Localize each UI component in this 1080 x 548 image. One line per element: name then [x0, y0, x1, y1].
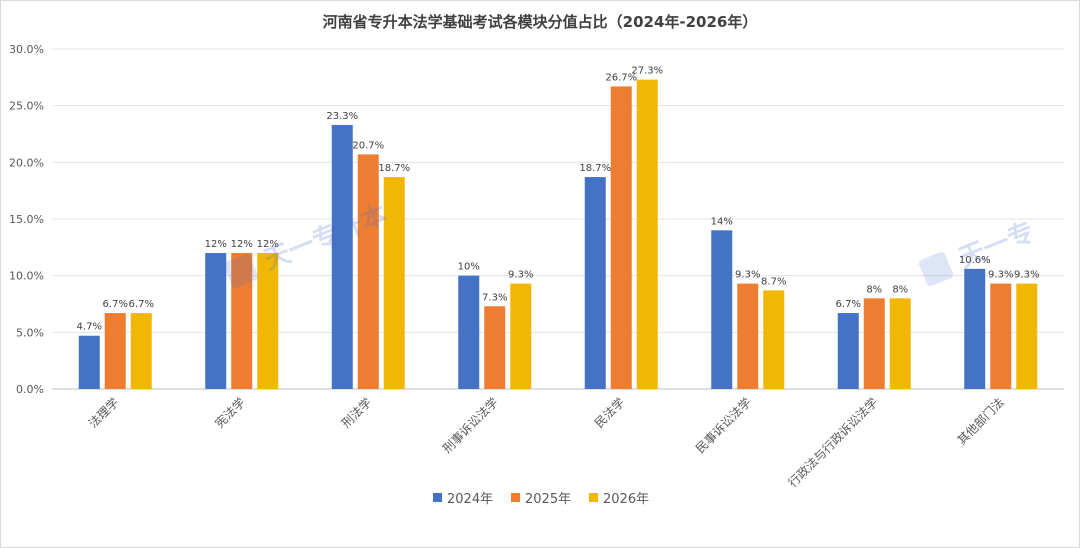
chart-title: 河南省专升本法学基础考试各模块分值占比（2024年-2026年） — [322, 13, 758, 31]
data-label: 23.3% — [326, 111, 358, 122]
data-label: 12% — [205, 239, 227, 250]
bar — [231, 253, 253, 389]
bar — [990, 283, 1012, 389]
watermark-text-right: 天一专 — [955, 217, 1039, 274]
legend: 2024年 2025年 2026年 — [433, 492, 649, 507]
bar — [636, 79, 658, 389]
gridlines — [52, 48, 1064, 390]
bars — [78, 79, 1038, 390]
category-label: 法理学 — [85, 395, 121, 431]
data-labels: 4.7%6.7% 6.7%12% 12% 12%23.3%20.7%18.7%10%7… — [77, 66, 1040, 333]
y-axis-ticks: 0.0% 5.0% 10.0% 15.0% 20.0% 25.0% 30.0% — [9, 43, 44, 396]
category-label: 民法学 — [591, 395, 627, 431]
y-tick-label: 25.0% — [9, 100, 44, 113]
bar — [458, 275, 480, 389]
x-axis-categories: 法理学 宪法学 刑法学 刑事诉讼法学 民法学 民事诉讼法学 行政法与行政诉讼法学 其他部门法 — [85, 395, 1007, 490]
category-label: 刑法学 — [338, 395, 374, 431]
data-label: 9.3% — [988, 270, 1013, 281]
data-label: 20.7% — [352, 140, 384, 151]
bar — [863, 298, 885, 389]
bar — [1016, 283, 1038, 389]
data-label: 6.7% — [129, 299, 154, 310]
bar — [584, 177, 606, 389]
bar — [383, 177, 405, 389]
data-label: 18.7% — [579, 163, 611, 174]
bar — [104, 313, 126, 389]
bar — [331, 124, 353, 389]
bar — [737, 283, 759, 389]
legend-swatch — [433, 493, 442, 502]
bar — [130, 313, 152, 389]
data-label: 6.7% — [836, 299, 861, 310]
data-label: 18.7% — [378, 163, 410, 174]
data-label: 14% — [711, 216, 733, 227]
bar — [964, 268, 986, 389]
bar — [205, 253, 227, 389]
data-label: 8% — [866, 284, 882, 295]
bar — [763, 290, 785, 389]
bar — [484, 306, 506, 389]
data-label: 6.7% — [103, 299, 128, 310]
y-tick-label: 10.0% — [9, 270, 44, 283]
bar — [837, 313, 859, 389]
bar — [610, 86, 632, 390]
legend-swatch — [589, 493, 598, 502]
data-label: 8.7% — [761, 276, 786, 287]
legend-label: 2024年 — [447, 492, 493, 507]
category-label: 刑事诉讼法学 — [439, 395, 501, 457]
legend-swatch — [511, 493, 520, 502]
bar — [78, 335, 100, 389]
y-tick-label: 5.0% — [16, 326, 44, 339]
bar — [257, 253, 279, 389]
legend-label: 2025年 — [525, 492, 571, 507]
data-label: 9.3% — [1014, 270, 1039, 281]
data-label: 10.6% — [959, 255, 991, 266]
data-label: 27.3% — [631, 66, 663, 77]
y-tick-label: 30.0% — [9, 43, 44, 56]
data-label: 4.7% — [77, 322, 102, 333]
data-label: 7.3% — [482, 292, 507, 303]
category-label: 民事诉讼法学 — [692, 395, 754, 457]
data-label: 10% — [458, 262, 480, 273]
bar — [889, 298, 911, 389]
data-label: 9.3% — [735, 270, 760, 281]
y-tick-label: 15.0% — [9, 213, 44, 226]
category-label: 其他部门法 — [954, 395, 1007, 448]
y-tick-label: 20.0% — [9, 156, 44, 169]
data-label: 12% — [257, 239, 279, 250]
bar — [711, 230, 733, 389]
data-label: 26.7% — [605, 72, 637, 83]
bar — [357, 154, 379, 389]
data-label: 12% — [231, 239, 253, 250]
data-label: 9.3% — [508, 270, 533, 281]
bar — [510, 283, 532, 389]
category-label: 行政法与行政诉讼法学 — [785, 395, 880, 490]
legend-label: 2026年 — [603, 492, 649, 507]
data-label: 8% — [892, 284, 908, 295]
category-label: 宪法学 — [212, 395, 248, 431]
y-tick-label: 0.0% — [16, 383, 44, 396]
